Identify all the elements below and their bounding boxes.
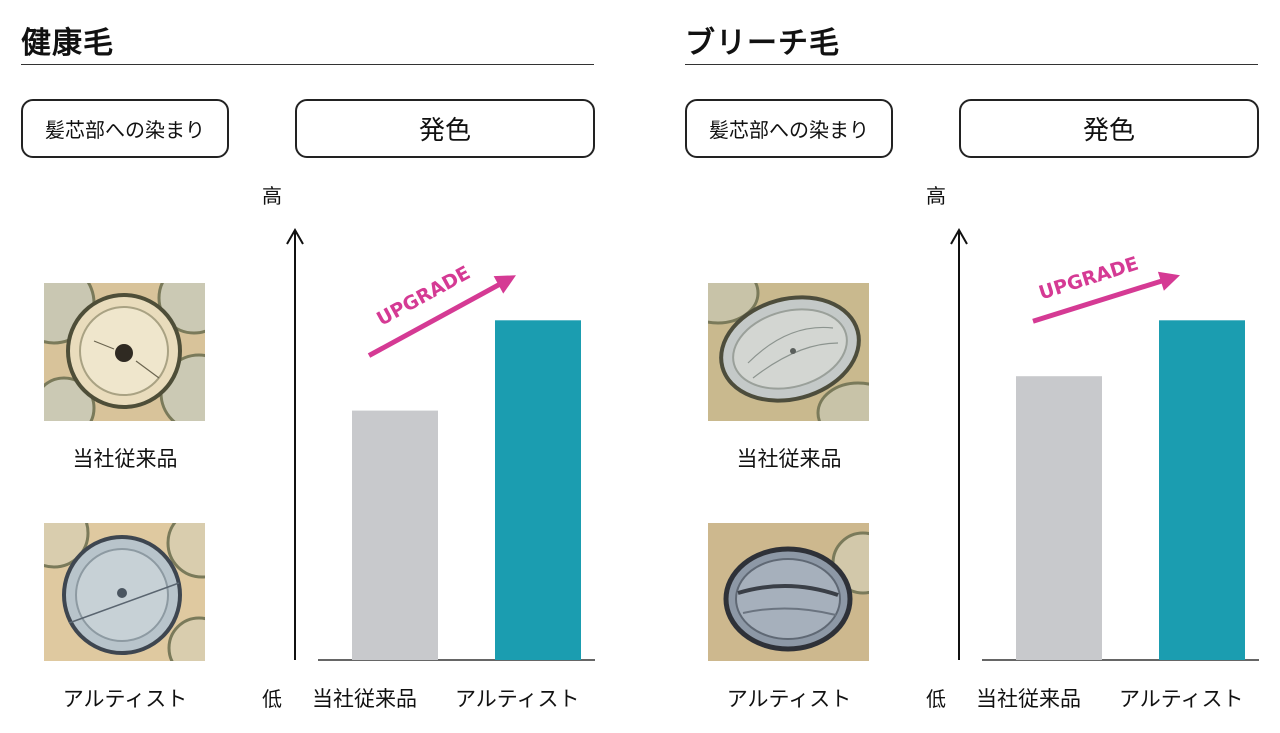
core-dyeing-label: 髪芯部への染まり	[685, 99, 893, 158]
upgrade-arrow	[1032, 277, 1168, 324]
panel-title: 健康毛	[21, 26, 114, 61]
bar	[1159, 320, 1245, 660]
upgrade-arrow-head	[493, 275, 516, 294]
hair-cross-section-conventional	[708, 283, 869, 421]
coloring-bar-chart: UPGRADE	[950, 227, 1259, 661]
panel-title: ブリーチ毛	[685, 26, 840, 61]
sample-caption-conventional: 当社従来品	[72, 447, 178, 471]
x-tick-label: アルティスト	[455, 687, 580, 711]
coloring-label: 発色	[959, 99, 1259, 158]
axis-low-label: 低	[926, 687, 946, 711]
sample-caption-artist: アルティスト	[726, 687, 852, 711]
x-tick-label: アルティスト	[1119, 687, 1244, 711]
x-tick-label: 当社従来品	[312, 687, 417, 711]
coloring-bar-chart: UPGRADE	[286, 227, 595, 661]
upgrade-label: UPGRADE	[373, 262, 474, 331]
hair-cross-section-artist	[44, 523, 205, 661]
y-axis-arrow	[286, 227, 304, 245]
axis-high-label: 高	[926, 184, 946, 208]
bar	[495, 320, 581, 660]
core-dyeing-label: 髪芯部への染まり	[21, 99, 229, 158]
panel-healthy-hair: 健康毛 髪芯部への染まり 発色 当社従来品 アルティスト	[21, 0, 596, 733]
sample-caption-artist: アルティスト	[62, 687, 188, 711]
panel-bleached-hair: ブリーチ毛 髪芯部への染まり 発色 当社従来品 アルティスト 高 低 UPGRA…	[685, 0, 1260, 733]
axis-low-label: 低	[262, 687, 282, 711]
upgrade-arrow	[367, 279, 505, 358]
bar	[352, 410, 438, 660]
hair-cross-section-conventional	[44, 283, 205, 421]
title-divider	[685, 64, 1258, 65]
upgrade-label: UPGRADE	[1036, 253, 1141, 305]
coloring-label: 発色	[295, 99, 595, 158]
bar	[1016, 376, 1102, 660]
upgrade-arrow-head	[1157, 271, 1180, 291]
hair-cross-section-artist	[708, 523, 869, 661]
title-divider	[21, 64, 594, 65]
y-axis-arrow	[950, 227, 968, 245]
x-tick-label: 当社従来品	[976, 687, 1081, 711]
axis-high-label: 高	[262, 184, 282, 208]
sample-caption-conventional: 当社従来品	[736, 447, 842, 471]
